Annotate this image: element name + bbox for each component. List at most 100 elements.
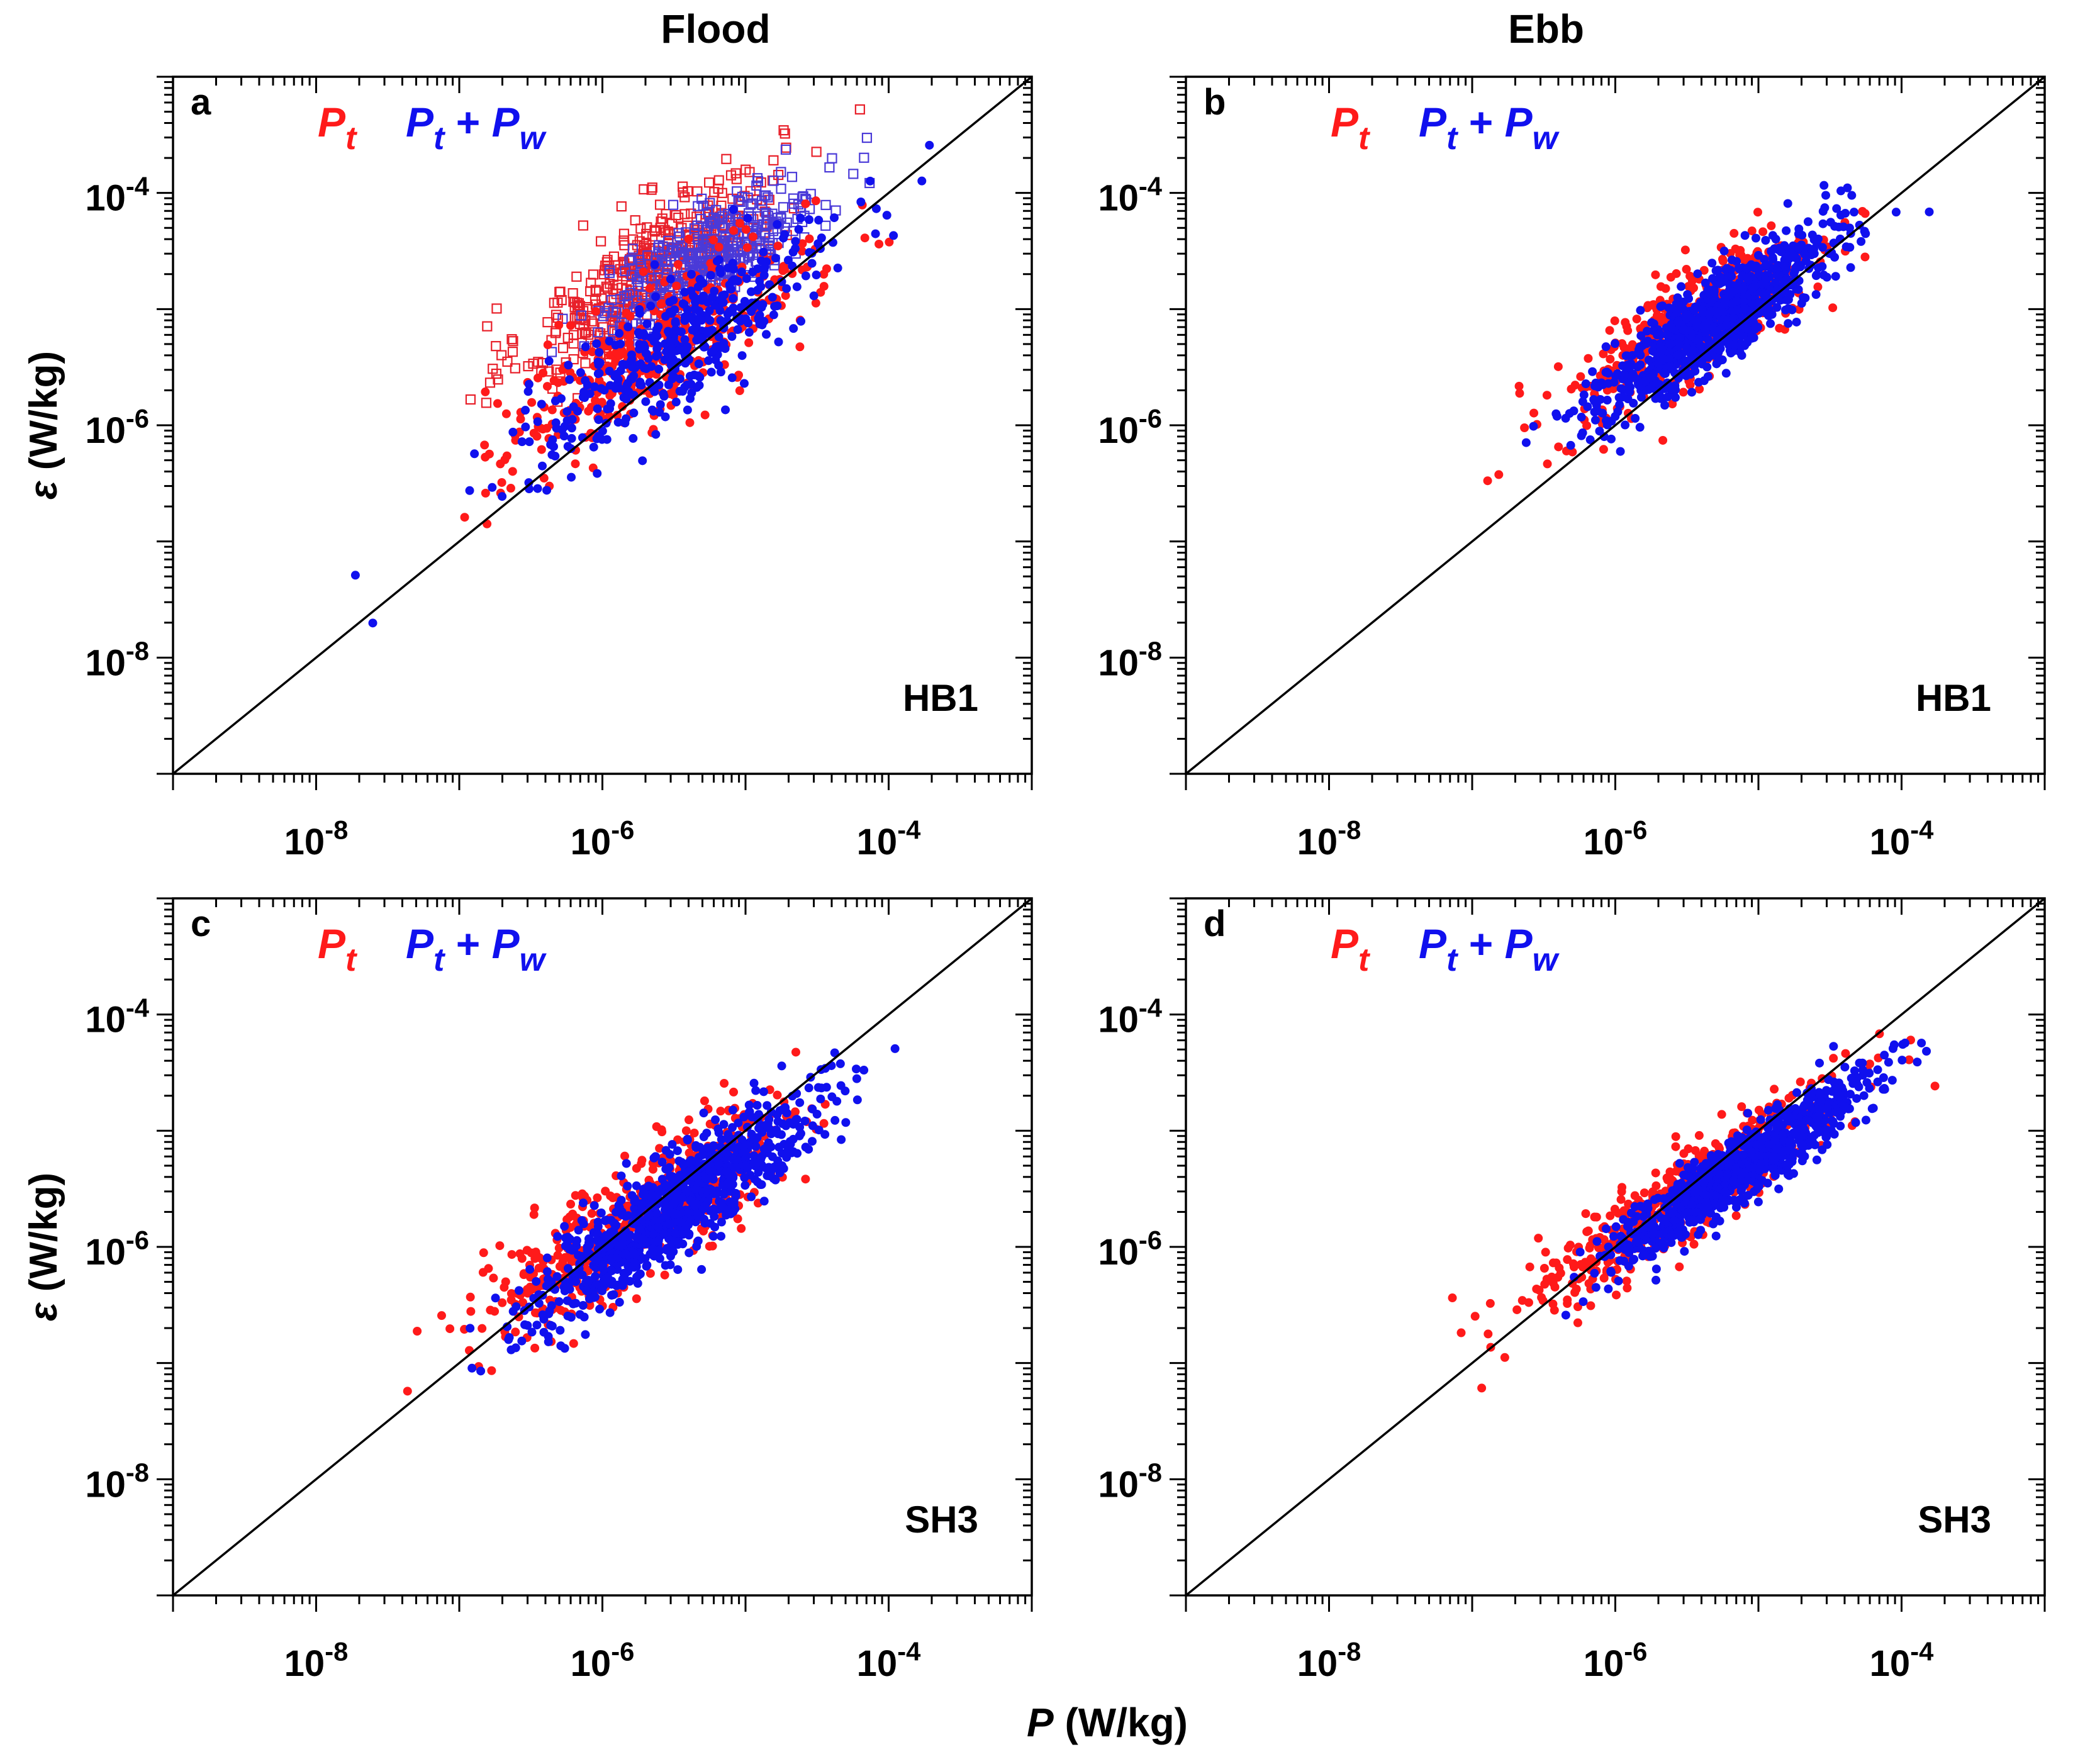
data-point — [1610, 339, 1619, 349]
data-point — [1789, 253, 1799, 262]
data-point — [725, 170, 737, 181]
data-point — [542, 486, 552, 495]
data-point — [737, 1224, 746, 1233]
data-point — [811, 196, 820, 206]
data-point — [681, 345, 691, 354]
data-point — [669, 296, 678, 305]
data-point — [1821, 191, 1831, 200]
data-point — [481, 398, 492, 408]
data-point — [580, 358, 591, 369]
data-point — [593, 357, 603, 367]
data-point — [533, 484, 542, 493]
data-point — [536, 423, 545, 433]
data-point — [596, 293, 607, 304]
data-point — [703, 298, 712, 307]
data-point — [1616, 447, 1625, 456]
data-point — [581, 342, 590, 352]
data-point — [740, 1147, 749, 1156]
data-point — [579, 1219, 588, 1229]
data-point — [779, 128, 790, 139]
data-point — [721, 405, 730, 415]
data-point — [1727, 271, 1736, 281]
data-point — [562, 332, 573, 343]
data-point — [807, 1137, 817, 1146]
data-point — [593, 432, 603, 441]
data-point — [684, 234, 693, 243]
data-point — [1590, 415, 1600, 425]
data-point — [1770, 1085, 1779, 1094]
data-point — [1658, 393, 1668, 403]
data-point — [589, 1293, 598, 1302]
data-point — [841, 1118, 851, 1127]
data-point — [763, 1122, 773, 1132]
data-point — [1622, 1276, 1631, 1286]
data-point — [690, 304, 700, 313]
data-point — [698, 279, 708, 288]
data-point — [565, 1244, 574, 1254]
data-point — [645, 284, 654, 293]
data-point — [573, 406, 583, 416]
data-point — [804, 1083, 813, 1093]
data-point — [739, 1112, 749, 1122]
data-point — [735, 196, 746, 207]
data-point — [1774, 271, 1784, 280]
data-point — [593, 1193, 602, 1203]
data-point — [660, 355, 669, 364]
data-point — [672, 281, 681, 291]
data-point — [1811, 271, 1821, 281]
data-point — [788, 247, 798, 257]
data-point — [581, 1286, 591, 1295]
data-point — [688, 325, 697, 335]
data-point — [1732, 305, 1741, 315]
data-point — [1651, 394, 1660, 403]
data-point — [1656, 282, 1665, 291]
data-point — [835, 1059, 845, 1068]
data-point — [705, 1242, 714, 1251]
data-point — [506, 1295, 516, 1305]
data-point — [638, 1190, 647, 1199]
data-point — [1740, 231, 1750, 240]
data-point — [1707, 259, 1717, 268]
data-point — [491, 303, 502, 314]
data-point — [1485, 1298, 1495, 1308]
data-point — [1771, 278, 1780, 287]
data-point — [618, 1275, 627, 1284]
data-point — [1484, 1329, 1493, 1339]
data-point — [555, 1262, 564, 1271]
data-point — [747, 1112, 757, 1122]
data-point — [1500, 1353, 1509, 1362]
data-point — [742, 274, 751, 283]
data-point — [807, 259, 817, 268]
data-point — [589, 1201, 599, 1210]
data-point — [654, 1189, 663, 1198]
data-point — [622, 1159, 631, 1168]
data-point — [673, 243, 684, 254]
data-point — [1621, 420, 1630, 430]
data-point — [611, 384, 620, 393]
data-point — [1818, 206, 1828, 216]
data-point — [1534, 1234, 1543, 1243]
data-point — [739, 379, 749, 388]
data-point — [1711, 266, 1721, 276]
data-point — [648, 1244, 657, 1254]
data-point — [1578, 1263, 1587, 1272]
data-point — [597, 398, 606, 407]
data-point — [673, 212, 684, 223]
data-point — [507, 1250, 517, 1259]
data-point — [757, 1180, 766, 1189]
data-point — [533, 373, 542, 382]
data-point — [511, 1327, 520, 1337]
data-point — [623, 1211, 633, 1220]
data-point — [859, 152, 869, 163]
data-point — [576, 368, 585, 377]
data-point — [577, 1251, 586, 1261]
data-point — [1714, 356, 1724, 366]
data-point — [671, 325, 680, 334]
data-point — [635, 1270, 645, 1279]
data-point — [556, 1341, 566, 1351]
data-point — [1732, 296, 1741, 306]
data-point — [860, 233, 869, 243]
data-point — [1690, 366, 1700, 376]
data-point — [568, 1209, 578, 1219]
